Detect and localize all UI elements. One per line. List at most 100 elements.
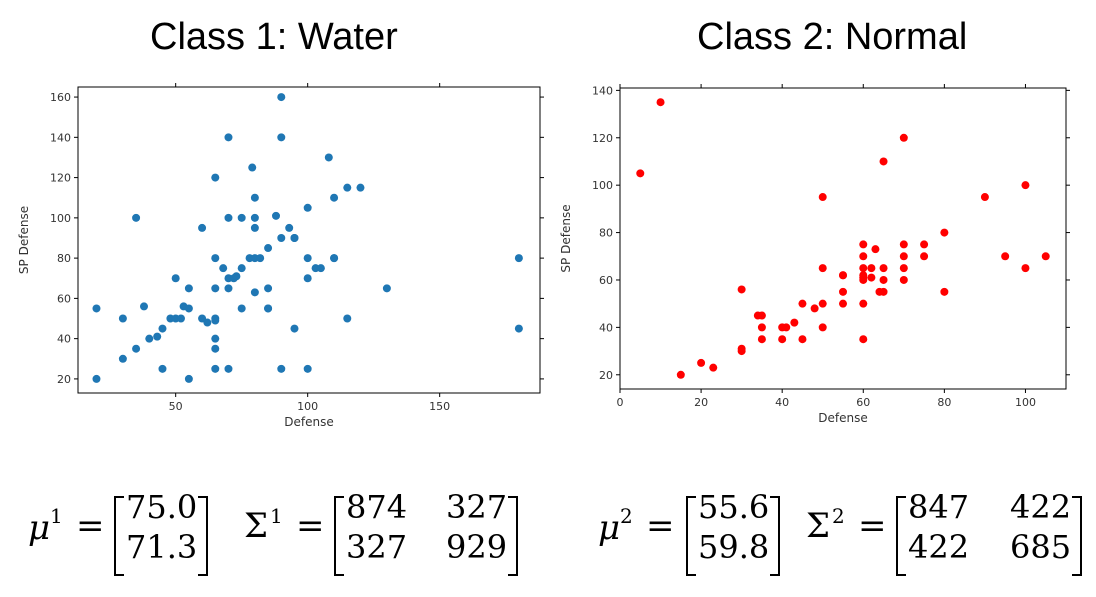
x-tick-label: 0 <box>617 396 624 409</box>
data-point <box>211 254 220 263</box>
data-point <box>250 288 259 297</box>
data-point <box>920 240 929 249</box>
data-point <box>176 314 185 323</box>
y-tick-label: 40 <box>57 333 71 346</box>
x-axis-label: Defense <box>284 415 333 429</box>
data-point <box>859 271 868 280</box>
data-point <box>879 264 888 273</box>
mu2-value-1: 55.6 <box>698 488 770 526</box>
sigma1-c: 327 <box>346 528 408 566</box>
data-point <box>277 364 286 373</box>
data-point <box>757 323 766 332</box>
data-point <box>250 223 259 232</box>
sigma1-d: 929 <box>446 528 508 566</box>
data-point <box>839 299 847 308</box>
data-point <box>224 133 233 142</box>
data-point <box>290 324 299 333</box>
water-scatter-chart: 50 100 150 20 40 60 80 100 120 140 160 Defense SP De… <box>17 83 544 429</box>
data-point <box>382 284 391 293</box>
sigma1-left-bracket <box>334 496 344 576</box>
data-point <box>656 98 665 107</box>
data-point <box>285 223 294 232</box>
y-tick-label: 100 <box>50 212 71 225</box>
data-point <box>859 252 868 261</box>
sigma1-a: 874 <box>346 488 408 526</box>
data-point <box>676 370 685 379</box>
normal-scatter-chart: 0 20 40 60 80 100 20 40 60 80 100 120 140 Defense SP D… <box>559 84 1070 425</box>
data-point <box>899 275 908 284</box>
x-tick-label: 100 <box>297 400 318 413</box>
data-point <box>250 213 259 222</box>
data-point <box>810 304 819 313</box>
data-point <box>343 314 352 323</box>
sigma2-equals: = <box>858 506 887 546</box>
data-point <box>940 287 949 296</box>
data-point <box>211 364 220 373</box>
data-point <box>211 344 220 353</box>
data-point <box>303 203 312 212</box>
data-point <box>737 344 746 353</box>
data-point <box>153 332 162 341</box>
mu1-right-bracket <box>198 496 208 576</box>
data-point <box>709 363 718 372</box>
data-point <box>264 244 273 253</box>
data-point <box>248 163 257 172</box>
data-point <box>250 193 259 202</box>
plot-frame <box>77 86 541 394</box>
data-point <box>92 374 101 383</box>
x-tick-label: 50 <box>169 400 183 413</box>
data-point <box>818 193 827 202</box>
data-point <box>132 344 141 353</box>
mu1-value-1: 75.0 <box>126 488 198 526</box>
data-point <box>184 304 193 313</box>
y-axis-label: SP Defense <box>17 206 31 274</box>
data-point <box>1021 181 1030 190</box>
data-point <box>737 285 746 294</box>
data-point <box>839 271 847 280</box>
mu2-superscript: 2 <box>620 504 633 528</box>
data-point <box>818 299 827 308</box>
mu1-equals: = <box>76 506 105 546</box>
y-tick-label: 80 <box>57 252 71 265</box>
data-point <box>316 264 325 273</box>
data-point <box>224 364 233 373</box>
chart1-title: Class 1: Water <box>150 16 398 58</box>
data-point <box>757 311 766 320</box>
sigma2-b: 422 <box>1010 488 1072 526</box>
sigma1-right-bracket <box>508 496 518 576</box>
data-point <box>879 157 888 166</box>
y-tick-label: 20 <box>599 369 613 382</box>
x-tick-label: 150 <box>429 400 450 413</box>
chart2-title: Class 2: Normal <box>697 16 968 58</box>
mu2-value-2: 59.8 <box>698 528 770 566</box>
data-point <box>757 335 766 344</box>
data-point <box>859 264 868 273</box>
data-point <box>184 284 193 293</box>
sigma2-a: 847 <box>908 488 970 526</box>
x-tick-label: 80 <box>937 396 951 409</box>
sigma1-b: 327 <box>446 488 508 526</box>
data-point <box>264 304 273 313</box>
y-tick-label: 60 <box>599 274 613 287</box>
data-point <box>356 183 365 192</box>
data-point <box>158 364 167 373</box>
data-point <box>899 264 908 273</box>
data-point <box>514 324 523 333</box>
y-tick-label: 100 <box>592 179 613 192</box>
sigma1-symbol: Σ <box>244 506 269 546</box>
data-point <box>303 364 312 373</box>
data-point <box>871 245 880 254</box>
data-point <box>920 252 929 261</box>
sigma2-left-bracket <box>896 496 906 576</box>
data-point <box>118 354 127 363</box>
data-point <box>1001 252 1010 261</box>
data-point <box>290 233 299 242</box>
mu2-equals: = <box>646 506 675 546</box>
data-point <box>324 153 333 162</box>
sigma2-right-bracket <box>1072 496 1082 576</box>
data-point <box>277 93 286 102</box>
mu1-left-bracket <box>114 496 124 576</box>
data-point <box>264 284 273 293</box>
data-point <box>237 213 246 222</box>
data-point <box>879 275 888 284</box>
